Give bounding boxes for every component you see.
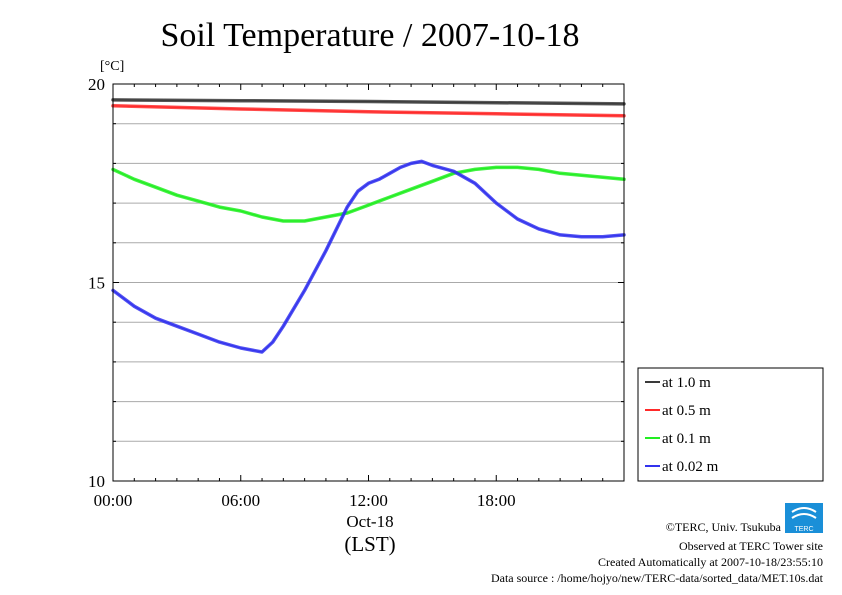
series-line-3 [111,159,626,354]
legend-label: at 0.02 m [662,459,719,475]
x-axis-label: (LST) [344,532,395,556]
legend-label: at 1.0 m [662,375,711,391]
legend-box [637,367,824,482]
chart-title: Soil Temperature / 2007-10-18 [160,17,579,54]
credit-line-2: Observed at TERC Tower site [679,539,823,553]
credit-line-3: Created Automatically at 2007-10-18/23:5… [598,555,823,569]
series-line-core-0 [112,99,625,105]
logo-wave-icon [791,507,817,519]
series-line-core-3 [112,160,625,353]
legend-label: at 0.1 m [662,431,711,447]
legend: at 1.0 m at 0.5 m at 0.1 m at 0.02 m [637,367,824,482]
series-line-core-1 [112,105,625,117]
logo-text: TERC [794,526,813,533]
terc-logo: TERC [785,503,823,533]
series-layer [111,98,626,354]
series-line-2 [111,165,626,223]
y-tick-labels: 20 15 10 [88,75,105,491]
series-line-core-2 [112,166,625,222]
credit-line-1: ©TERC, Univ. Tsukuba [666,520,782,534]
x-axis-date: Oct-18 [346,512,393,531]
x-tick-label: 12:00 [349,491,388,510]
plot-frame [112,83,625,482]
gridlines [112,83,625,482]
x-tick-label: 06:00 [221,491,260,510]
y-tick-label: 10 [88,472,105,491]
legend-label: at 0.5 m [662,403,711,419]
x-tick-labels: 00:00 06:00 12:00 18:00 [94,491,516,510]
y-axis-unit: [°C] [100,59,124,74]
y-tick-label: 20 [88,75,105,94]
credit-line-4: Data source : /home/hojyo/new/TERC-data/… [491,571,824,585]
x-tick-label: 18:00 [477,491,516,510]
y-tick-label: 15 [88,274,105,293]
x-tick-label: 00:00 [94,491,133,510]
